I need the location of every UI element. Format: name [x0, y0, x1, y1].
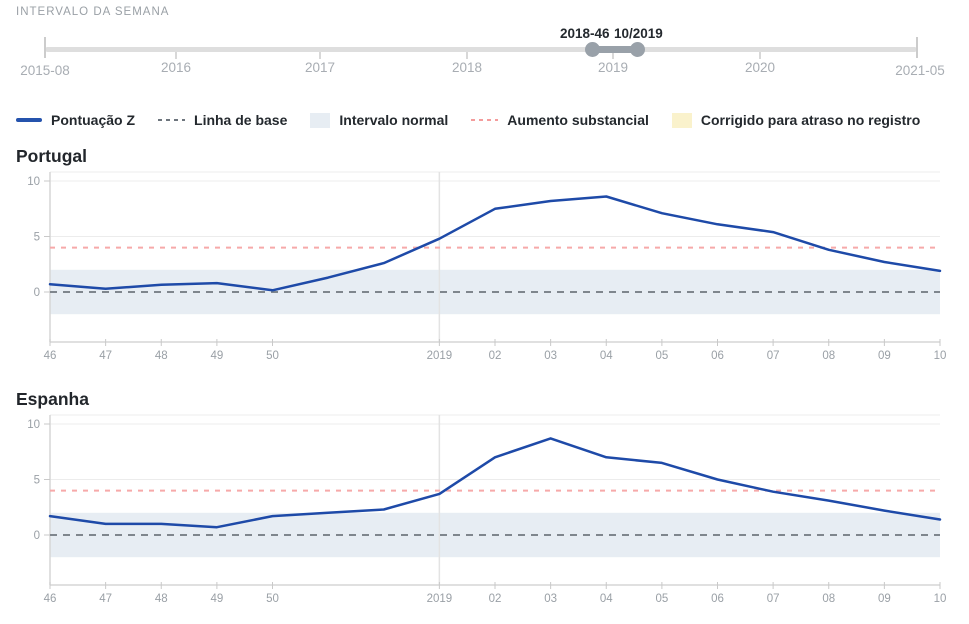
slider-year-tick — [319, 52, 321, 59]
x-tick-label: 2019 — [427, 350, 453, 362]
slider-end-boundary-tick — [916, 37, 918, 58]
slider-title: INTERVALO DA SEMANA — [16, 6, 170, 18]
x-tick-label: 50 — [266, 593, 279, 605]
x-tick-label: 49 — [210, 593, 223, 605]
slider-axis-label: 2018 — [451, 60, 483, 75]
legend-swatch-box — [671, 112, 692, 128]
slider-axis-label: 2019 — [597, 60, 629, 75]
slider-range-start-label: 2018-46 — [560, 26, 610, 41]
x-tick-label: 08 — [822, 593, 835, 605]
slider-year-tick — [759, 52, 761, 59]
x-tick-label: 47 — [99, 350, 112, 362]
x-tick-label: 46 — [44, 593, 57, 605]
slider-track[interactable] — [45, 47, 917, 52]
legend-item: Pontuação Z — [16, 112, 135, 128]
x-tick-label: 09 — [878, 350, 891, 362]
legend-item: Intervalo normal — [310, 112, 448, 128]
y-tick-label: 5 — [34, 475, 40, 487]
chart-section-espanha: Espanha 10 5 0 46 47 48 49 50 2019 02 03 04 05 06 07 08… — [0, 389, 969, 606]
x-tick-label: 07 — [767, 593, 780, 605]
legend-swatch-line — [16, 118, 42, 122]
x-tick-label: 09 — [878, 593, 891, 605]
y-tick-label: 5 — [34, 232, 40, 244]
x-tick-label: 05 — [655, 350, 668, 362]
legend-swatch-dash — [471, 118, 499, 122]
slider-handle-start[interactable] — [585, 42, 600, 57]
legend-swatch-box — [310, 112, 331, 128]
x-tick-label: 10 — [934, 350, 947, 362]
legend-item-label: Linha de base — [194, 112, 288, 128]
x-tick-label: 05 — [655, 593, 668, 605]
x-tick-label: 04 — [600, 593, 613, 605]
x-tick-label: 50 — [266, 350, 279, 362]
z-score-line — [48, 437, 942, 529]
slider-range-end-label: 10/2019 — [612, 26, 663, 41]
slider-axis-label: 2017 — [304, 60, 336, 75]
x-tick-label: 06 — [711, 350, 724, 362]
x-tick-label: 06 — [711, 593, 724, 605]
slider-axis-label: 2016 — [160, 60, 192, 75]
x-tick-label: 48 — [155, 593, 168, 605]
x-tick-label: 46 — [44, 350, 57, 362]
x-tick-label: 03 — [544, 593, 557, 605]
slider-year-tick — [175, 52, 177, 59]
x-tick-label: 08 — [822, 350, 835, 362]
legend-item: Corrigido para atraso no registro — [671, 112, 921, 128]
x-tick-label: 07 — [767, 350, 780, 362]
slider-start-boundary-tick — [44, 37, 46, 58]
slider-axis-label: 2021-05 — [895, 63, 945, 78]
slider-axis-label: 2015-08 — [20, 63, 70, 78]
legend-item-label: Pontuação Z — [51, 112, 136, 128]
x-tick-label: 49 — [210, 350, 223, 362]
legend-item-label: Aumento substancial — [507, 112, 649, 128]
legend-swatch-dash — [158, 118, 186, 122]
slider-handle-end[interactable] — [630, 42, 645, 57]
x-tick-label: 10 — [934, 593, 947, 605]
y-tick-label: 10 — [27, 176, 40, 188]
chart-legend: Pontuação Z Linha de base Intervalo normal… — [16, 112, 969, 128]
x-tick-label: 48 — [155, 350, 168, 362]
slider-axis-label: 2020 — [744, 60, 776, 75]
chart-title-espanha: Espanha — [16, 389, 89, 409]
legend-item-label: Corrigido para atraso no registro — [700, 112, 921, 128]
y-tick-label: 10 — [27, 419, 40, 431]
x-tick-label: 04 — [600, 350, 613, 362]
legend-item: Linha de base — [158, 112, 287, 128]
slider-year-tick — [466, 52, 468, 59]
x-tick-label: 02 — [489, 350, 502, 362]
legend-item: Aumento substancial — [471, 112, 649, 128]
chart-section-portugal: Portugal 10 5 0 46 47 48 49 50 2019 02 03 04 05 06 07 0… — [0, 146, 969, 363]
chart-title-portugal: Portugal — [16, 146, 87, 166]
slider-year-tick — [612, 52, 614, 59]
y-tick-label: 0 — [34, 287, 40, 299]
legend-item-label: Intervalo normal — [339, 112, 449, 128]
x-tick-label: 03 — [544, 350, 557, 362]
z-score-line — [48, 195, 942, 292]
week-interval-slider: INTERVALO DA SEMANA 2015-08 2016 2017 2018 2… — [0, 0, 969, 96]
x-tick-label: 02 — [489, 593, 502, 605]
x-tick-label: 47 — [99, 593, 112, 605]
y-tick-label: 0 — [34, 530, 40, 542]
slider-selected-range[interactable] — [592, 46, 637, 53]
x-tick-label: 2019 — [427, 593, 453, 605]
